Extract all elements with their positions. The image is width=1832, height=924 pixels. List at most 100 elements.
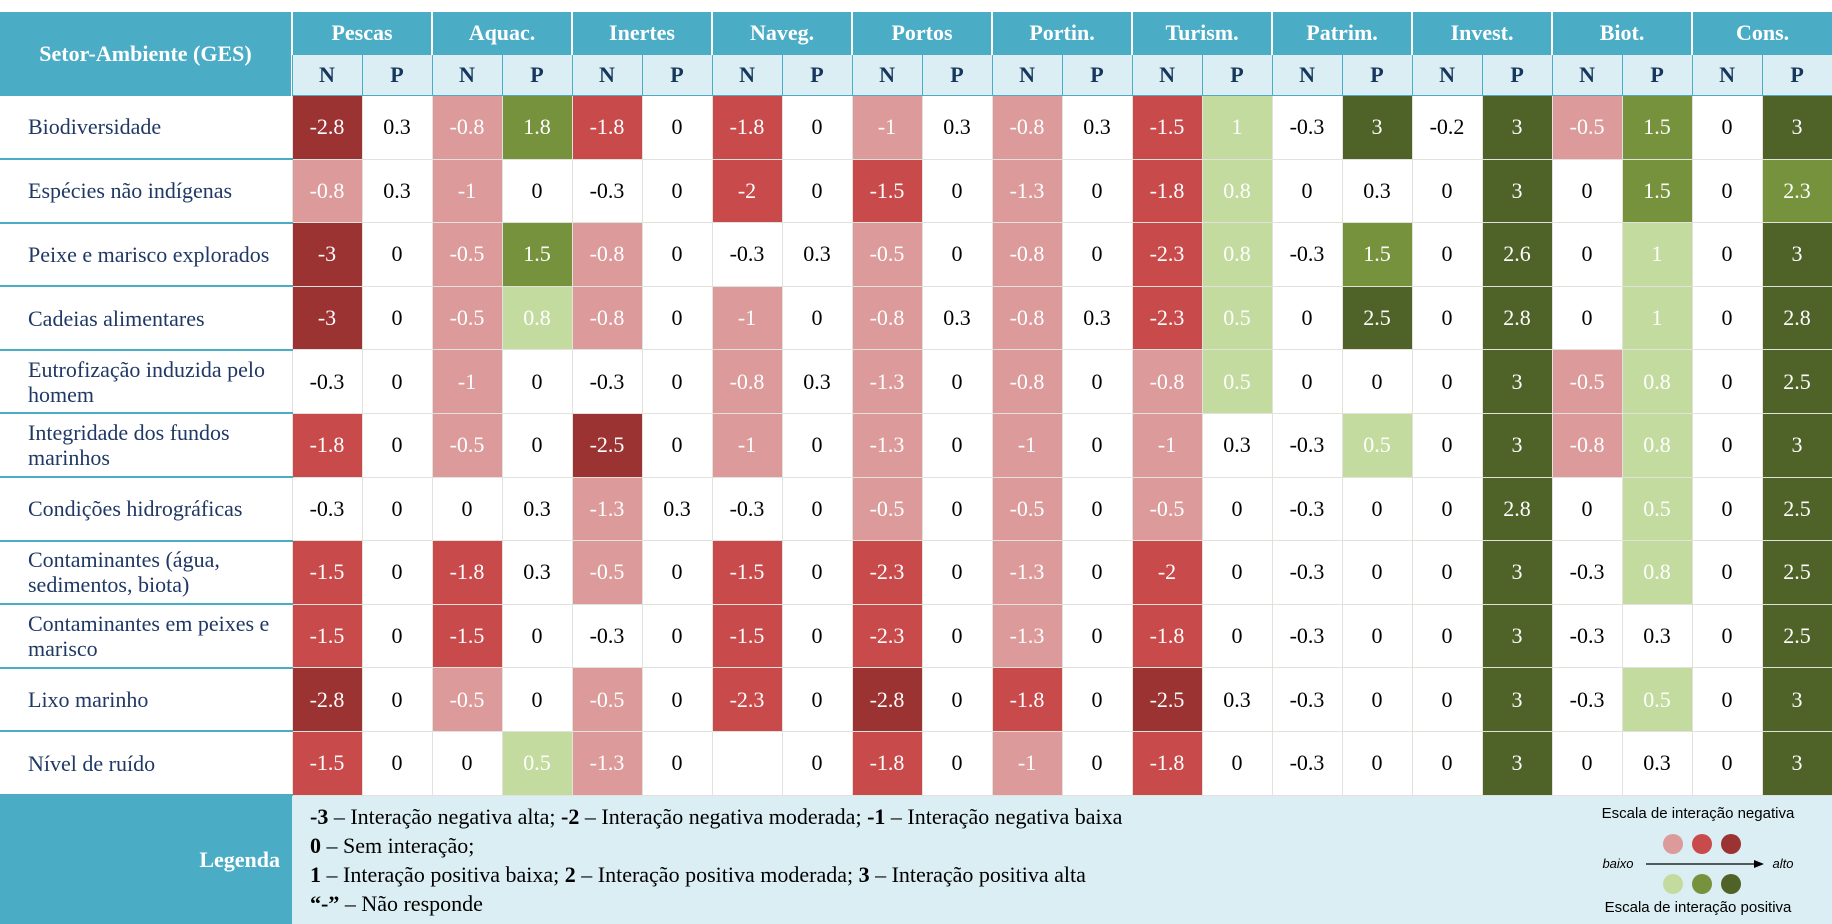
- value-cell: -0.3: [291, 349, 363, 414]
- value-cell: -0.3: [711, 222, 783, 287]
- value-cell: 2.3: [1761, 158, 1832, 224]
- value-cell: 0: [1341, 603, 1413, 669]
- value-cell: -1.3: [851, 412, 923, 478]
- value-cell: 3: [1481, 667, 1553, 732]
- value-cell: -0.2: [1411, 95, 1483, 160]
- value-cell: -1.8: [571, 95, 643, 160]
- sub-header: N: [1691, 54, 1763, 96]
- value-cell: -0.3: [571, 158, 643, 224]
- value-cell: 0: [641, 412, 713, 478]
- value-cell: 0: [1691, 730, 1763, 796]
- value-cell: -1.8: [1131, 730, 1203, 796]
- row-label-cell: Eutrofização induzida pelo homem: [0, 349, 292, 415]
- sector-header: Invest.: [1411, 12, 1553, 55]
- value-cell: 0.3: [1621, 730, 1693, 796]
- value-cell: -1.5: [851, 158, 923, 224]
- value-cell: 0: [1341, 349, 1413, 414]
- value-cell: 3: [1761, 730, 1832, 796]
- value-cell: 3: [1761, 667, 1832, 732]
- value-cell: 0: [1061, 222, 1133, 287]
- value-cell: [711, 730, 783, 796]
- value-cell: 0: [641, 222, 713, 287]
- value-cell: 0: [501, 349, 573, 414]
- value-cell: -0.3: [1271, 540, 1343, 605]
- value-cell: 0: [781, 95, 853, 160]
- value-cell: 0: [921, 476, 993, 542]
- value-cell: -2: [711, 158, 783, 224]
- value-cell: 0: [1551, 222, 1623, 287]
- interaction-table: Setor-Ambiente (GES) Pescas Aquac. Inertes N…: [0, 12, 1832, 924]
- value-cell: 0: [921, 158, 993, 224]
- value-cell: 0: [781, 476, 853, 542]
- scale-low-label: baixo: [1603, 856, 1634, 871]
- row-label-cell: Contaminantes (água, sedimentos, biota): [0, 540, 292, 606]
- value-cell: 0: [1341, 476, 1413, 542]
- value-cell: 0: [361, 540, 433, 605]
- value-cell: 0: [641, 667, 713, 732]
- value-cell: 3: [1481, 158, 1553, 224]
- value-cell: 0: [1551, 285, 1623, 351]
- sector-header: Naveg.: [711, 12, 853, 55]
- value-cell: 0: [1691, 285, 1763, 351]
- value-cell: -1.3: [991, 540, 1063, 605]
- value-cell: -0.8: [571, 222, 643, 287]
- value-cell: 0: [361, 412, 433, 478]
- value-cell: 0: [1271, 285, 1343, 351]
- sector-header: Inertes: [570, 12, 713, 55]
- sector-header: Turism.: [1131, 12, 1273, 55]
- negative-dot: [1663, 833, 1684, 854]
- row-label-cell: Contaminantes em peixes e marisco: [0, 604, 292, 669]
- value-cell: 0: [1691, 222, 1763, 287]
- value-cell: 0: [641, 285, 713, 351]
- value-cell: 1.5: [1621, 158, 1693, 224]
- legend-line: 0 – Sem interação;: [310, 831, 1832, 860]
- value-cell: -1: [851, 95, 923, 160]
- value-cell: 0: [921, 667, 993, 732]
- value-cell: 3: [1481, 540, 1553, 605]
- value-cell: 0: [361, 222, 433, 287]
- value-cell: 0: [1551, 730, 1623, 796]
- value-cell: 0.8: [1621, 349, 1693, 414]
- row-label: Espécies não indígenas: [28, 178, 233, 204]
- value-cell: -0.8: [991, 349, 1063, 414]
- legend-row: Legenda -3 – Interação negativa alta; -2 …: [0, 795, 1832, 924]
- legend-text: – Sem interação;: [321, 832, 475, 858]
- sub-header: P: [1201, 54, 1273, 96]
- value-cell: -1: [711, 285, 783, 351]
- value-cell: 0.3: [781, 222, 853, 287]
- scale-high-label: alto: [1773, 856, 1794, 871]
- value-cell: -1.3: [991, 603, 1063, 669]
- legend-term: 1: [310, 861, 321, 887]
- value-cell: 0: [1411, 476, 1483, 542]
- row-label: Condições hidrográficas: [28, 496, 243, 522]
- value-cell: -1.8: [431, 540, 503, 605]
- value-cell: 0.3: [1621, 603, 1693, 669]
- value-cell: 0.3: [1061, 95, 1133, 160]
- row-label-cell: Peixe e marisco explorados: [0, 222, 292, 288]
- negative-dot: [1721, 833, 1742, 854]
- value-cell: -2.3: [851, 603, 923, 669]
- value-cell: 0.3: [1061, 285, 1133, 351]
- value-cell: -2.8: [291, 95, 363, 160]
- row-label-cell: Condições hidrográficas: [0, 477, 292, 542]
- value-cell: -1: [711, 412, 783, 478]
- sector-header: Cons.: [1691, 12, 1832, 55]
- value-cell: -1.5: [291, 730, 363, 796]
- value-cell: 0: [361, 730, 433, 796]
- positive-dot: [1692, 873, 1713, 894]
- value-cell: 0: [1691, 667, 1763, 732]
- value-cell: 0.5: [501, 730, 573, 796]
- value-cell: -0.5: [991, 476, 1063, 542]
- sub-header: N: [1411, 54, 1483, 96]
- row: Espécies não indígenas -0.8 0.3 -1 0 -0.3 0 -2 0…: [0, 158, 1832, 224]
- value-cell: -1.3: [991, 158, 1063, 224]
- sub-header: P: [501, 54, 573, 96]
- value-cell: -0.5: [851, 476, 923, 542]
- legend-term: “-”: [310, 890, 340, 916]
- row-label: Lixo marinho: [28, 687, 149, 713]
- value-cell: 0: [1411, 603, 1483, 669]
- value-cell: 0: [781, 667, 853, 732]
- value-cell: -0.8: [991, 285, 1063, 351]
- legend-text: – Interação positiva moderada;: [575, 861, 859, 887]
- row: Integridade dos fundos marinhos -1.8 0 -0.5…: [0, 412, 1832, 479]
